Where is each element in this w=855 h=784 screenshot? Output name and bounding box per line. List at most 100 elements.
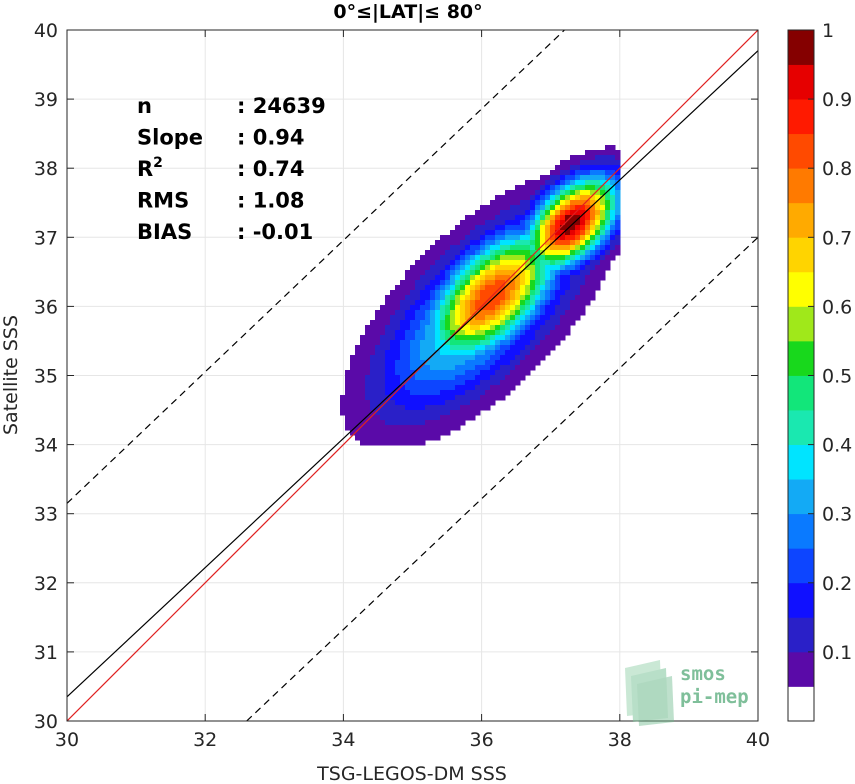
- density-cell: [530, 220, 536, 226]
- density-cell: [385, 405, 391, 411]
- density-cell: [450, 330, 456, 336]
- colorbar-swatch: [788, 64, 814, 100]
- density-cell: [360, 395, 366, 401]
- density-cell: [455, 320, 461, 326]
- density-cell: [415, 290, 421, 296]
- density-cell: [575, 285, 581, 291]
- density-cell: [565, 255, 571, 261]
- density-cell: [440, 300, 446, 306]
- stat-value: : 0.74: [237, 157, 305, 181]
- density-cell: [385, 305, 391, 311]
- density-cell: [555, 330, 561, 336]
- density-cell: [360, 440, 366, 446]
- density-cell: [465, 240, 471, 246]
- density-cell: [390, 370, 396, 376]
- density-cell: [535, 355, 541, 361]
- density-cell: [585, 150, 591, 156]
- density-cell: [405, 430, 411, 436]
- density-cell: [395, 365, 401, 371]
- density-cell: [520, 370, 526, 376]
- density-cell: [435, 335, 441, 341]
- density-cell: [390, 330, 396, 336]
- density-cell: [440, 265, 446, 271]
- density-cell: [375, 420, 381, 426]
- density-cell: [545, 230, 551, 236]
- colorbar-tick-label: 0.7: [822, 227, 852, 249]
- density-cell: [365, 355, 371, 361]
- density-cell: [495, 245, 501, 251]
- density-cell: [460, 420, 466, 426]
- density-cell: [405, 280, 411, 286]
- density-cell: [590, 155, 596, 161]
- density-cell: [465, 410, 471, 416]
- density-cell: [530, 190, 536, 196]
- density-cell: [610, 220, 616, 226]
- density-cell: [550, 265, 556, 271]
- density-cell: [430, 310, 436, 316]
- density-cell: [420, 340, 426, 346]
- density-cell: [380, 400, 386, 406]
- density-cell: [415, 265, 421, 271]
- density-cell: [560, 270, 566, 276]
- density-cell: [375, 440, 381, 446]
- density-cell: [515, 325, 521, 331]
- density-cell: [485, 325, 491, 331]
- density-cell: [475, 235, 481, 241]
- upper-bound-line: [67, 30, 565, 504]
- density-cell: [520, 185, 526, 191]
- density-cell: [470, 335, 476, 341]
- density-cell: [400, 420, 406, 426]
- density-cell: [495, 315, 501, 321]
- density-cell: [525, 310, 531, 316]
- density-cell: [375, 315, 381, 321]
- density-cell: [410, 435, 416, 441]
- density-cell: [440, 350, 446, 356]
- density-cell: [400, 425, 406, 431]
- density-cell: [425, 345, 431, 351]
- density-cell: [405, 340, 411, 346]
- density-cell: [470, 220, 476, 226]
- density-cell: [505, 380, 511, 386]
- density-cell: [380, 395, 386, 401]
- density-cell: [585, 185, 591, 191]
- density-cell: [605, 245, 611, 251]
- density-cell: [615, 220, 621, 226]
- density-cell: [455, 265, 461, 271]
- density-cell: [580, 290, 586, 296]
- density-cell: [485, 245, 491, 251]
- density-cell: [410, 290, 416, 296]
- smos-logo: smos pi-mep: [625, 660, 749, 726]
- density-cell: [425, 385, 431, 391]
- density-cell: [525, 270, 531, 276]
- density-cell: [430, 360, 436, 366]
- density-cell: [495, 200, 501, 206]
- density-cell: [530, 360, 536, 366]
- density-cell: [455, 270, 461, 276]
- density-cell: [475, 370, 481, 376]
- density-cell: [510, 315, 516, 321]
- density-cell: [460, 240, 466, 246]
- density-cell: [460, 270, 466, 276]
- density-cell: [565, 180, 571, 186]
- density-cell: [545, 185, 551, 191]
- density-cell: [510, 285, 516, 291]
- density-cell: [455, 380, 461, 386]
- density-cell: [560, 250, 566, 256]
- density-cell: [485, 240, 491, 246]
- density-cell: [515, 220, 521, 226]
- density-cell: [495, 310, 501, 316]
- density-cell: [510, 305, 516, 311]
- density-cell: [590, 225, 596, 231]
- density-cell: [360, 400, 366, 406]
- density-cell: [375, 425, 381, 431]
- density-cell: [385, 370, 391, 376]
- density-cell: [495, 250, 501, 256]
- density-cell: [555, 265, 561, 271]
- density-cell: [505, 210, 511, 216]
- density-cell: [495, 370, 501, 376]
- density-cell: [615, 235, 621, 241]
- density-cell: [615, 170, 621, 176]
- density-cell: [375, 355, 381, 361]
- density-cell: [395, 345, 401, 351]
- density-cell: [470, 295, 476, 301]
